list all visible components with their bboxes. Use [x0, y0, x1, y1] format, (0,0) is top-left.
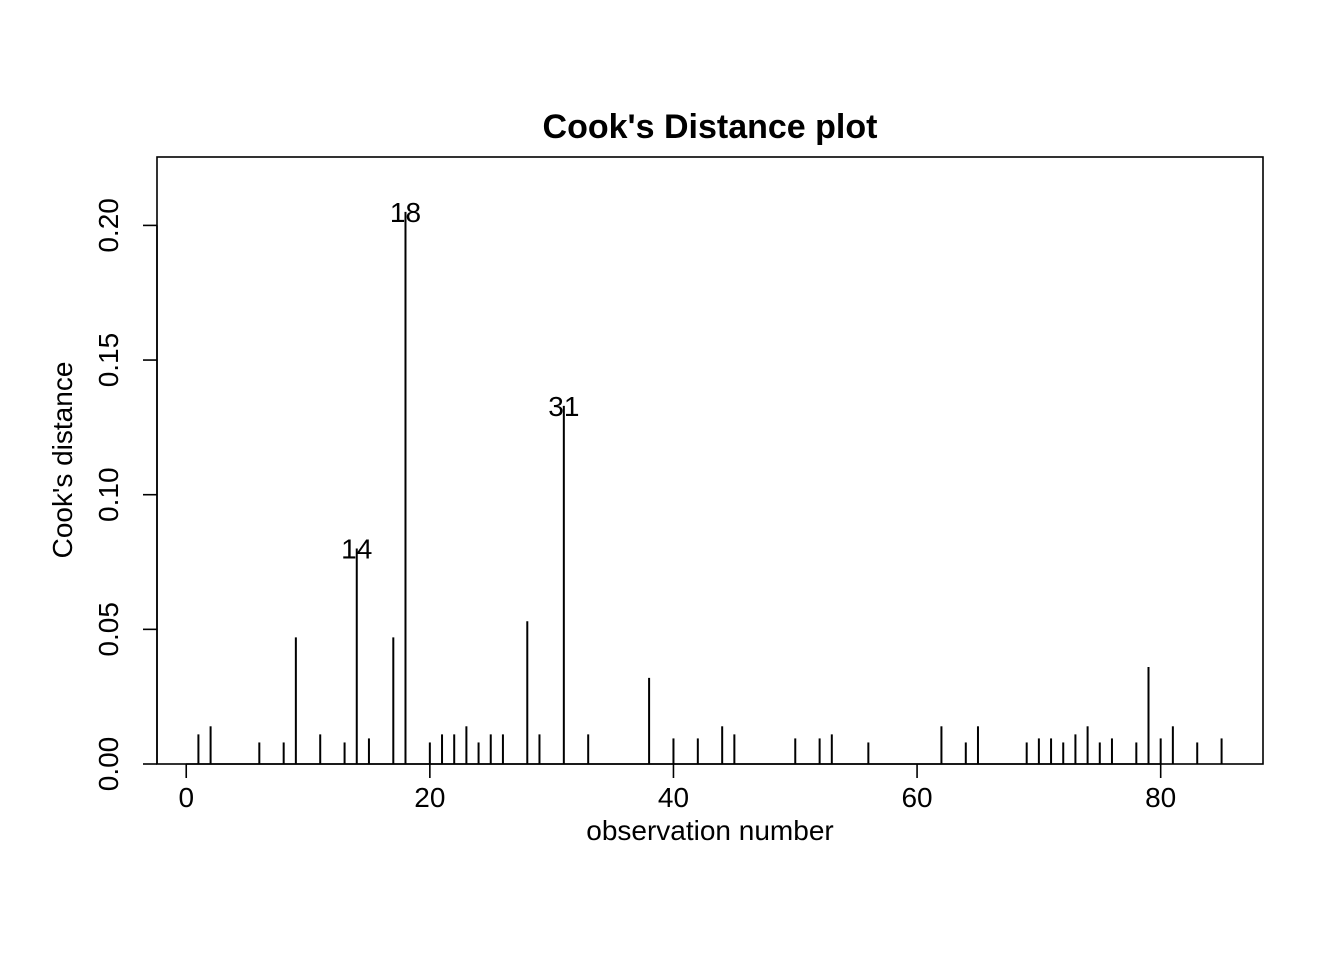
- x-tick-label: 80: [1145, 782, 1176, 813]
- y-tick-label: 0.15: [93, 333, 124, 388]
- y-tick-label: 0.00: [93, 737, 124, 792]
- annotation-label: 18: [390, 197, 421, 228]
- x-axis-label: observation number: [586, 815, 833, 846]
- x-tick-label: 20: [414, 782, 445, 813]
- annotation-label: 31: [548, 391, 579, 422]
- x-tick-label: 0: [178, 782, 194, 813]
- annotation-label: 14: [341, 534, 372, 565]
- chart-title: Cook's Distance plot: [543, 108, 878, 146]
- annotations-group: 14 18 31: [341, 197, 579, 565]
- plot-frame: [156, 156, 1264, 765]
- y-axis: 0.00 0.05 0.10 0.15 0.20: [93, 198, 158, 792]
- y-axis-label: Cook's distance: [47, 362, 78, 559]
- y-tick-label: 0.05: [93, 602, 124, 657]
- x-tick-label: 40: [658, 782, 689, 813]
- x-axis: 0 20 40 60 80: [178, 763, 1176, 813]
- x-tick-label: 60: [901, 782, 932, 813]
- y-tick-label: 0.20: [93, 198, 124, 253]
- bars-group: [197, 211, 1223, 764]
- y-tick-label: 0.10: [93, 467, 124, 522]
